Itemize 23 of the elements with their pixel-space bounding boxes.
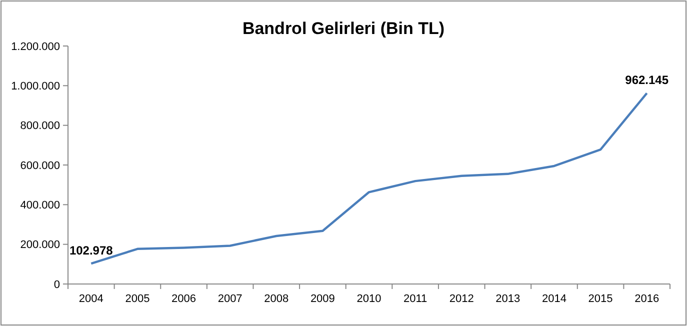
x-tick-label: 2005 xyxy=(125,293,150,305)
y-tick-label: 1.200.000 xyxy=(11,40,60,53)
x-tick-label: 2013 xyxy=(496,293,520,305)
y-tick-label: 800.000 xyxy=(20,120,60,132)
data-label: 102.978 xyxy=(69,244,114,258)
x-tick-label: 2004 xyxy=(78,293,104,305)
x-tick-label: 2014 xyxy=(542,293,566,305)
x-tick-label: 2015 xyxy=(588,293,613,305)
x-tick-label: 2007 xyxy=(218,293,242,305)
y-tick-label: 200.000 xyxy=(20,239,60,252)
x-tick-label: 2016 xyxy=(634,293,660,305)
x-tick-label: 2006 xyxy=(172,293,196,305)
x-tick-label: 2011 xyxy=(403,293,428,305)
data-label: 962.145 xyxy=(625,73,669,88)
x-tick-label: 2008 xyxy=(264,293,289,305)
y-tick-label: 0 xyxy=(54,278,60,291)
x-tick-label: 2012 xyxy=(449,293,474,305)
y-tick-label: 400.000 xyxy=(20,200,60,212)
y-tick-label: 600.000 xyxy=(20,160,60,172)
y-tick-label: 1.000.000 xyxy=(11,80,60,93)
x-tick-label: 2009 xyxy=(310,293,335,305)
x-tick-label: 2010 xyxy=(356,293,382,305)
chart-title: Bandrol Gelirleri (Bin TL) xyxy=(242,19,445,38)
